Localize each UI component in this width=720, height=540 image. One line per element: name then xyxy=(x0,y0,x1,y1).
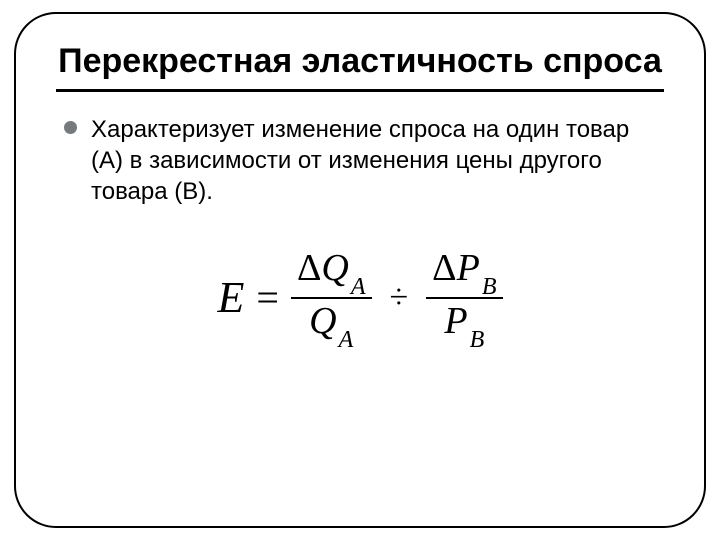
formula: E = ΔQA QA ÷ ΔPB PB xyxy=(58,248,662,348)
subscript-a: A xyxy=(351,274,366,300)
subscript-b: B xyxy=(482,274,497,300)
fraction-pb: ΔPB PB xyxy=(426,248,502,348)
divide-sign: ÷ xyxy=(384,279,415,317)
equals-sign: = xyxy=(256,274,279,321)
subscript-b: B xyxy=(470,327,485,353)
formula-lhs: E xyxy=(217,272,244,323)
var-q: Q xyxy=(321,247,348,289)
fraction-pb-den: PB xyxy=(438,301,490,348)
var-q: Q xyxy=(309,300,336,342)
fraction-qa-num: ΔQA xyxy=(291,248,372,295)
var-p: P xyxy=(444,300,467,342)
description-paragraph: Характеризует изменение спроса на один т… xyxy=(91,114,662,208)
fraction-qa-den: QA xyxy=(303,301,359,348)
slide-title: Перекрестная эластичность спроса xyxy=(58,42,662,81)
delta-symbol: Δ xyxy=(297,247,321,289)
body-block: Характеризует изменение спроса на один т… xyxy=(58,114,662,208)
fraction-qa: ΔQA QA xyxy=(291,248,372,348)
slide-frame: Перекрестная эластичность спроса Характе… xyxy=(14,12,706,528)
bullet-icon xyxy=(64,121,77,134)
subscript-a: A xyxy=(339,327,354,353)
var-p: P xyxy=(457,247,480,289)
fraction-pb-num: ΔPB xyxy=(426,248,502,295)
title-underline xyxy=(56,89,664,92)
delta-symbol: Δ xyxy=(432,247,456,289)
